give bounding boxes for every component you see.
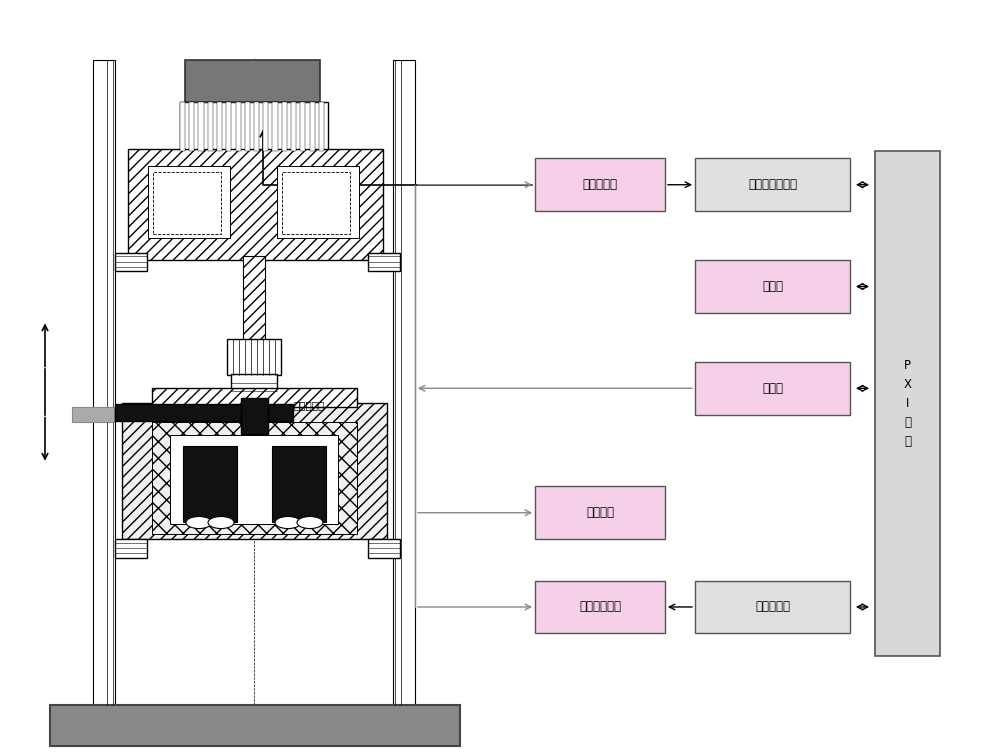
Bar xyxy=(208,102,213,151)
Bar xyxy=(272,102,278,151)
Bar xyxy=(128,149,383,260)
Bar xyxy=(291,102,296,151)
Bar xyxy=(198,102,204,151)
Bar xyxy=(152,422,357,534)
Text: 电机控制系统: 电机控制系统 xyxy=(579,600,621,614)
Bar xyxy=(368,253,400,271)
Bar xyxy=(535,581,665,633)
Ellipse shape xyxy=(208,516,234,529)
Bar xyxy=(180,102,185,151)
Text: 高速数据采集卡: 高速数据采集卡 xyxy=(748,178,797,192)
Bar xyxy=(236,102,241,151)
Bar xyxy=(170,435,338,524)
Bar xyxy=(180,102,328,151)
Bar xyxy=(227,339,281,375)
Text: 控制卡: 控制卡 xyxy=(762,382,783,395)
Bar xyxy=(217,102,222,151)
Text: 气源系统: 气源系统 xyxy=(586,506,614,520)
Bar xyxy=(272,446,326,522)
Bar xyxy=(695,158,850,211)
Bar xyxy=(72,407,114,422)
Bar xyxy=(183,446,237,522)
Bar xyxy=(152,388,357,407)
Bar xyxy=(263,102,268,151)
Text: P
X
I
总
线: P X I 总 线 xyxy=(904,359,912,448)
Ellipse shape xyxy=(297,516,323,529)
Bar xyxy=(695,581,850,633)
Bar xyxy=(695,260,850,313)
Bar xyxy=(231,374,277,400)
Bar xyxy=(189,102,194,151)
Bar xyxy=(148,166,230,238)
Bar xyxy=(185,60,320,102)
Bar xyxy=(535,158,665,211)
Bar xyxy=(319,102,324,151)
Ellipse shape xyxy=(275,516,301,529)
Bar xyxy=(241,398,268,434)
Bar xyxy=(115,404,293,421)
Bar xyxy=(115,539,147,558)
Bar xyxy=(93,60,115,705)
Bar xyxy=(245,102,250,151)
Bar xyxy=(875,151,940,656)
Bar xyxy=(226,102,231,151)
Bar xyxy=(535,486,665,539)
Bar xyxy=(115,253,147,271)
Ellipse shape xyxy=(186,516,212,529)
Bar xyxy=(277,166,359,238)
Bar xyxy=(282,102,287,151)
Bar xyxy=(50,705,460,746)
Bar xyxy=(282,172,350,234)
Text: 激光干涉仪: 激光干涉仪 xyxy=(583,178,618,192)
Text: 计算机: 计算机 xyxy=(762,280,783,293)
Bar xyxy=(393,60,415,705)
Bar xyxy=(300,102,305,151)
Bar xyxy=(122,403,387,539)
Bar xyxy=(153,172,221,234)
Bar xyxy=(310,102,315,151)
Text: 信号发生器: 信号发生器 xyxy=(755,600,790,614)
Text: 电磁离合器: 电磁离合器 xyxy=(293,400,324,411)
Bar xyxy=(368,539,400,558)
Bar xyxy=(243,256,265,343)
Bar xyxy=(254,102,259,151)
Bar xyxy=(695,362,850,415)
